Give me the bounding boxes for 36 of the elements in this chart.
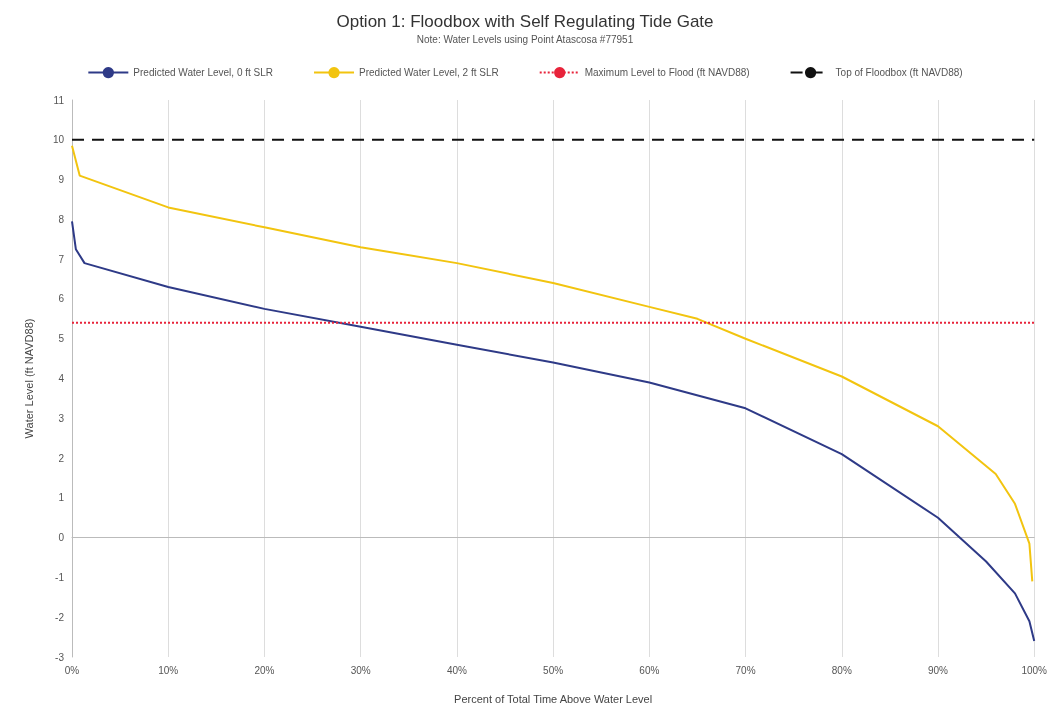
y-tick-label: 1	[58, 492, 65, 504]
x-tick-label: 10%	[158, 664, 179, 676]
line-series	[71, 220, 1036, 643]
legend-label: Top of Floodbox (ft NAVD88)	[835, 67, 963, 79]
legend-label: Predicted Water Level, 0 ft SLR	[133, 67, 274, 79]
y-tick-label: 9	[58, 174, 65, 186]
legend-label: Predicted Water Level, 2 ft SLR	[359, 67, 499, 79]
y-tick-label: 5	[58, 333, 65, 345]
x-tick-label: 80%	[831, 664, 852, 676]
line-series	[71, 144, 1034, 583]
x-tick-label: 70%	[735, 664, 756, 676]
x-tick-label: 20%	[254, 664, 275, 676]
y-tick-label: 4	[58, 373, 65, 384]
x-tick-label: 0%	[64, 664, 80, 676]
y-tick-label: 11	[53, 94, 65, 106]
y-axis-title: Water Level (ft NAVD88)	[22, 318, 35, 439]
x-tick-label: 100%	[1021, 664, 1048, 676]
x-axis-title: Percent of Total Time Above Water Level	[454, 692, 653, 705]
y-tick-label: 10	[52, 134, 65, 146]
y-tick-label: 6	[58, 293, 65, 305]
x-tick-label: 50%	[543, 664, 564, 676]
x-tick-label: 40%	[446, 664, 467, 676]
y-tick-label: -2	[55, 611, 65, 623]
y-tick-label: 7	[58, 253, 65, 265]
y-tick-label: -3	[55, 651, 65, 663]
y-tick-label: 3	[58, 412, 65, 424]
chart-subtitle: Note: Water Levels using Point Atascosa #77951	[416, 33, 634, 45]
x-tick-label: 60%	[639, 664, 660, 676]
y-tick-label: 2	[58, 452, 65, 464]
y-tick-label: 8	[58, 213, 65, 225]
chart-title: Option 1: Floodbox with Self Regulating Tide Gate	[336, 12, 714, 31]
x-tick-label: 90%	[927, 664, 949, 676]
y-tick-label: 0	[58, 532, 65, 544]
y-tick-label: -1	[55, 571, 65, 583]
x-tick-label: 30%	[350, 664, 371, 676]
legend-label: Maximum Level to Flood (ft NAVD88)	[584, 67, 750, 79]
